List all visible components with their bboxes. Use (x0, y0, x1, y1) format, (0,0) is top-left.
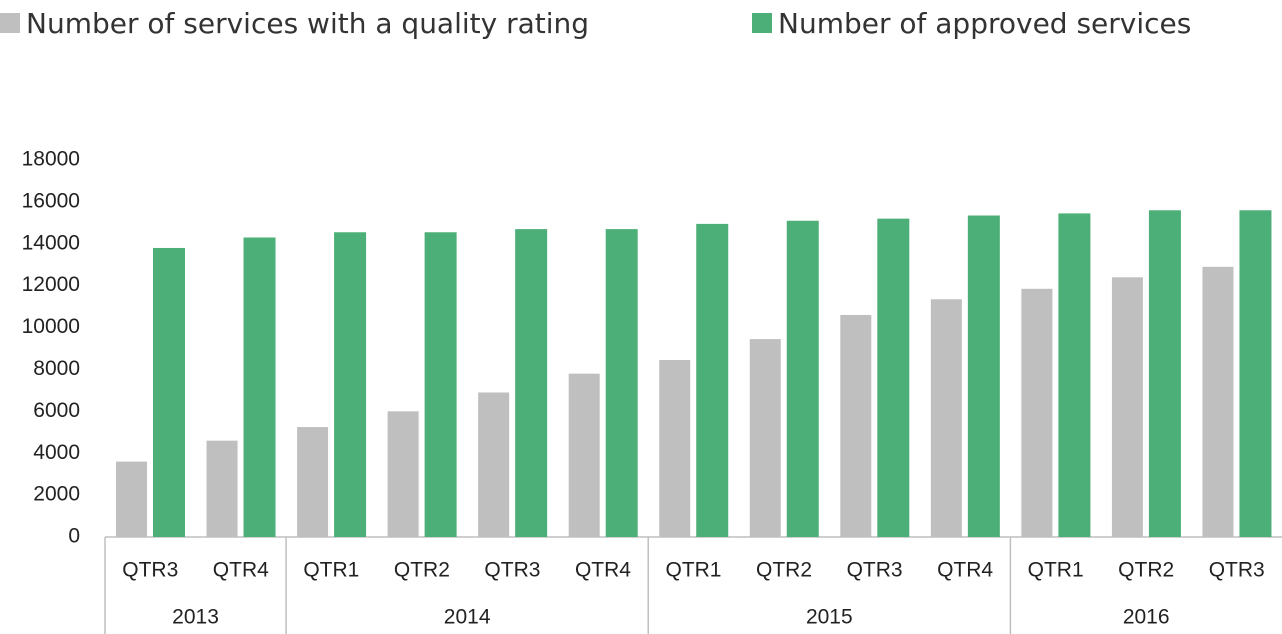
x-tick-label: QTR2 (756, 559, 812, 582)
bar (243, 237, 276, 537)
x-tick-label: QTR4 (213, 559, 269, 582)
bar (967, 215, 1000, 537)
legend-swatch (752, 13, 772, 33)
x-group-label: 2016 (1123, 606, 1170, 629)
x-tick-label: QTR3 (1209, 559, 1265, 582)
bar (153, 247, 185, 537)
x-group-label: 2015 (806, 606, 853, 629)
bar (786, 220, 819, 537)
bar (605, 229, 638, 537)
x-group-label: 2013 (172, 606, 219, 629)
x-tick-label: QTR4 (575, 559, 631, 582)
bar (424, 232, 457, 537)
bar (116, 461, 147, 537)
y-tick-label: 10000 (22, 315, 80, 338)
y-tick-label: 12000 (22, 273, 80, 296)
bar (877, 218, 910, 537)
legend-label: Number of approved services (778, 7, 1191, 40)
bar (1021, 288, 1053, 537)
y-tick-label: 8000 (33, 357, 80, 380)
bar (387, 411, 419, 537)
x-tick-label: QTR3 (122, 559, 178, 582)
y-tick-label: 16000 (22, 189, 80, 212)
bar (1111, 277, 1143, 537)
bar (1148, 210, 1181, 537)
legend-swatch (0, 13, 20, 33)
bar (840, 314, 872, 537)
y-tick-label: 14000 (22, 231, 80, 254)
bar (1058, 213, 1091, 538)
bar (930, 299, 962, 537)
x-tick-label: QTR1 (303, 559, 359, 582)
x-tick-label: QTR4 (937, 559, 993, 582)
x-tick-label: QTR1 (665, 559, 721, 582)
x-tick-label: QTR3 (484, 559, 540, 582)
bar (568, 373, 600, 537)
x-tick-label: QTR3 (847, 559, 903, 582)
bar (1239, 210, 1272, 537)
bar (515, 229, 548, 537)
bar (749, 339, 781, 537)
y-tick-label: 2000 (33, 483, 80, 506)
y-tick-label: 6000 (33, 399, 80, 422)
x-tick-label: QTR2 (1118, 559, 1174, 582)
y-tick-label: 4000 (33, 441, 80, 464)
bar (696, 223, 729, 537)
x-tick-label: QTR1 (1028, 559, 1084, 582)
y-tick-label: 18000 (22, 148, 80, 171)
bar (206, 440, 238, 537)
bar (1202, 266, 1234, 537)
bar (334, 232, 367, 537)
bar (297, 427, 329, 537)
bar (659, 360, 691, 537)
y-tick-label: 0 (68, 525, 80, 548)
bar (478, 392, 510, 537)
x-tick-label: QTR2 (394, 559, 450, 582)
legend-label: Number of services with a quality rating (26, 7, 589, 40)
x-group-label: 2014 (444, 606, 491, 629)
